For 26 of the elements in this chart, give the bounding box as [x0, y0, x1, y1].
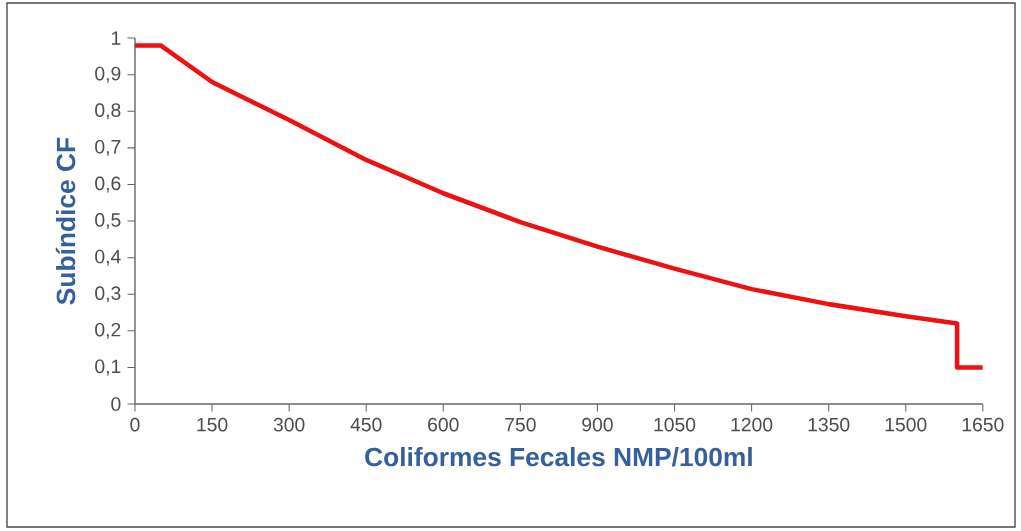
y-tick-label: 0,9 — [95, 66, 121, 83]
y-tick-label: 0,7 — [95, 139, 121, 156]
y-tick-label: 0,5 — [95, 213, 121, 230]
x-axis-title: Coliformes Fecales NMP/100ml — [365, 446, 752, 467]
x-tick-label: 600 — [428, 417, 459, 432]
y-tick-label: 1 — [111, 31, 121, 45]
x-tick-label: 750 — [505, 417, 536, 432]
y-axis-title: Subíndice CF — [55, 137, 76, 305]
x-tick-label: 300 — [273, 417, 305, 432]
y-tick-label: 0,8 — [95, 103, 121, 120]
y-tick-label: 0,3 — [95, 286, 121, 303]
x-tick-label: 1200 — [731, 417, 773, 432]
x-tick-label: 1650 — [962, 417, 1004, 432]
x-tick-label: 450 — [350, 417, 382, 432]
y-tick-label: 0,2 — [95, 322, 121, 339]
line-series — [134, 43, 983, 370]
x-tick-label: 1350 — [808, 417, 850, 432]
y-tick-label: 0,6 — [95, 176, 121, 193]
x-tick-label: 1500 — [885, 417, 927, 432]
x-tick-label: 900 — [582, 417, 613, 432]
y-tick-label: 0,4 — [95, 249, 121, 266]
x-tick-label: 0 — [130, 417, 140, 432]
y-tick-label: 0 — [111, 397, 121, 411]
y-tick-label: 0,1 — [95, 359, 121, 376]
x-tick-label: 150 — [197, 417, 228, 432]
x-tick-label: 1050 — [654, 417, 696, 432]
